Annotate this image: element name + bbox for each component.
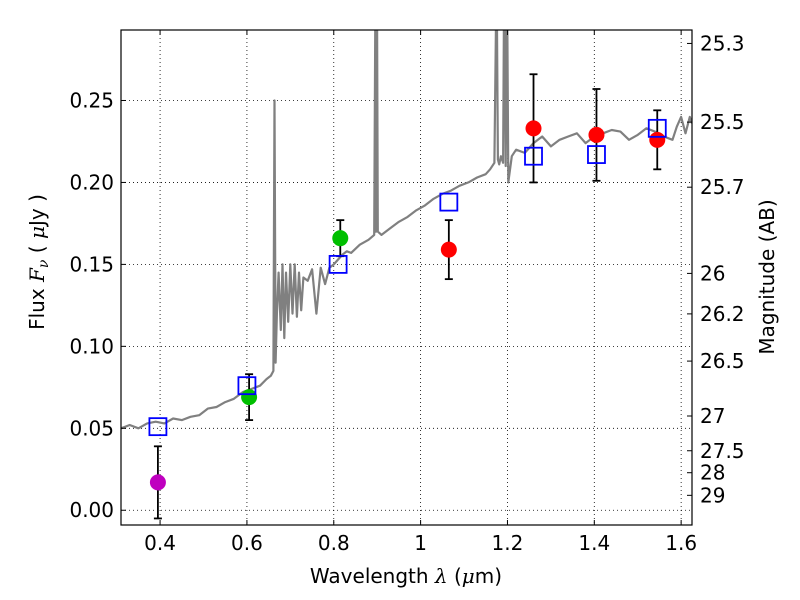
model-box-marker — [148, 417, 168, 437]
y-axis-label-symbol: F — [25, 267, 49, 283]
x-axis-label-units-open: ( — [448, 564, 462, 588]
x-tick-label: 1 — [414, 531, 427, 555]
y2-tick-label: 29 — [700, 483, 725, 507]
x-axis-label: Wavelength λ (μm) — [310, 564, 502, 588]
x-tick-label: 1.4 — [578, 531, 610, 555]
y-tick-label: 0.10 — [69, 334, 114, 358]
y2-tick-label: 26.2 — [700, 302, 745, 326]
y-tick-label: 0.00 — [69, 498, 114, 522]
y-axis-label-units-close: Jy ) — [25, 194, 49, 228]
photometry-point — [149, 474, 166, 491]
y2-tick-label: 26.5 — [700, 349, 745, 373]
x-axis-label-units-symbol: μ — [462, 564, 475, 588]
x-tick-label: 1.6 — [665, 531, 697, 555]
y-axis-label-units-open: ( — [25, 239, 49, 260]
tick-layer: 0.4 0.6 0.8 1 1.2 1.4 1.6 0.00 0.05 0.10 0.15 0.20 0… — [69, 30, 745, 555]
x-axis-label-symbol: λ — [434, 564, 448, 588]
y2-tick-label: 28 — [700, 461, 725, 485]
errorbar-layer — [153, 73, 662, 520]
model-box-marker — [237, 376, 257, 396]
point-layer — [149, 120, 666, 491]
y2-tick-label: 25.5 — [700, 110, 745, 134]
model-box-marker — [587, 145, 606, 164]
model-box-marker — [439, 192, 459, 212]
photometry-point — [440, 241, 457, 258]
y-tick-label: 0.25 — [69, 88, 114, 112]
photometry-point — [649, 131, 666, 148]
y2-tick-label: 27.5 — [700, 439, 745, 463]
y-tick-label: 0.20 — [69, 170, 114, 194]
box-layer — [148, 118, 667, 437]
photometry-point — [332, 230, 349, 247]
y-axis-label: Flux Fν ( μJy ) — [25, 194, 52, 330]
y-axis-label-units-symbol: μ — [25, 226, 49, 239]
y2-tick-label: 25.7 — [700, 175, 745, 199]
x-tick-label: 1.2 — [492, 531, 524, 555]
y-axis-label-text: Flux — [25, 282, 49, 330]
photometry-point — [525, 120, 542, 137]
x-tick-label: 0.8 — [318, 531, 350, 555]
plot-frame — [120, 29, 693, 526]
y-tick-label: 0.15 — [69, 252, 114, 276]
photometry-point — [241, 389, 258, 406]
y2-tick-label: 25.3 — [700, 31, 745, 55]
y2-tick-label: 27 — [700, 404, 725, 428]
spectrum-line — [121, 30, 692, 430]
grid — [121, 30, 692, 525]
model-box-marker — [524, 146, 543, 166]
x-axis-label-units-close: m) — [475, 564, 502, 588]
spectrum-layer — [121, 30, 692, 430]
x-tick-label: 0.4 — [144, 531, 176, 555]
y-tick-label: 0.05 — [69, 416, 114, 440]
photometry-point — [588, 126, 605, 143]
y-axis-label-subscript: ν — [36, 259, 52, 268]
y2-axis-label: Magnitude (AB) — [755, 199, 779, 354]
x-axis-label-text: Wavelength — [310, 564, 435, 588]
x-tick-label: 0.6 — [231, 531, 263, 555]
model-box-marker — [328, 254, 348, 274]
y2-tick-label: 26 — [700, 261, 725, 285]
model-box-marker — [647, 118, 667, 138]
